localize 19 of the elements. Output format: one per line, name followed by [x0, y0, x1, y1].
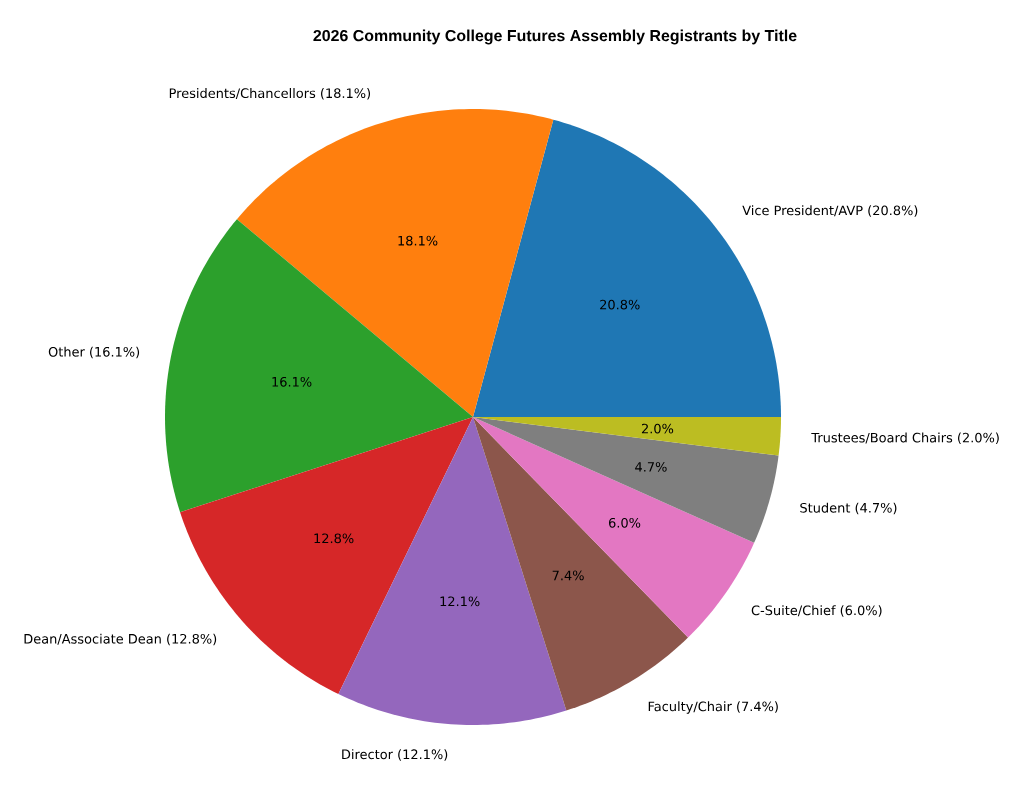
data-label: 12.8%	[314, 533, 354, 544]
slice-label: Other (16.1%)	[48, 346, 140, 359]
slice-label: Dean/Associate Dean (12.8%)	[24, 633, 217, 646]
data-label: 16.1%	[272, 376, 312, 387]
slice-label: Presidents/Chancellors (18.1%)	[169, 88, 371, 100]
data-label: 20.8%	[600, 299, 640, 310]
slice-label: Student (4.7%)	[800, 502, 897, 515]
data-label: 2.0%	[641, 423, 674, 434]
data-label: 6.0%	[608, 517, 641, 528]
data-label: 7.4%	[552, 570, 584, 581]
slice-label: Director (12.1%)	[342, 749, 448, 761]
data-label: 18.1%	[398, 235, 438, 246]
slice-label: Faculty/Chair (7.4%)	[648, 701, 778, 714]
data-label: 12.1%	[440, 596, 480, 607]
slice-label: Trustees/Board Chairs (2.0%)	[811, 432, 999, 445]
slice-label: C-Suite/Chief (6.0%)	[751, 605, 882, 617]
chart-title: 2026 Community College Futures Assembly Registrants by Title	[313, 29, 797, 45]
data-label: 4.7%	[635, 461, 667, 472]
slice-label: Vice President/AVP (20.8%)	[742, 205, 918, 217]
